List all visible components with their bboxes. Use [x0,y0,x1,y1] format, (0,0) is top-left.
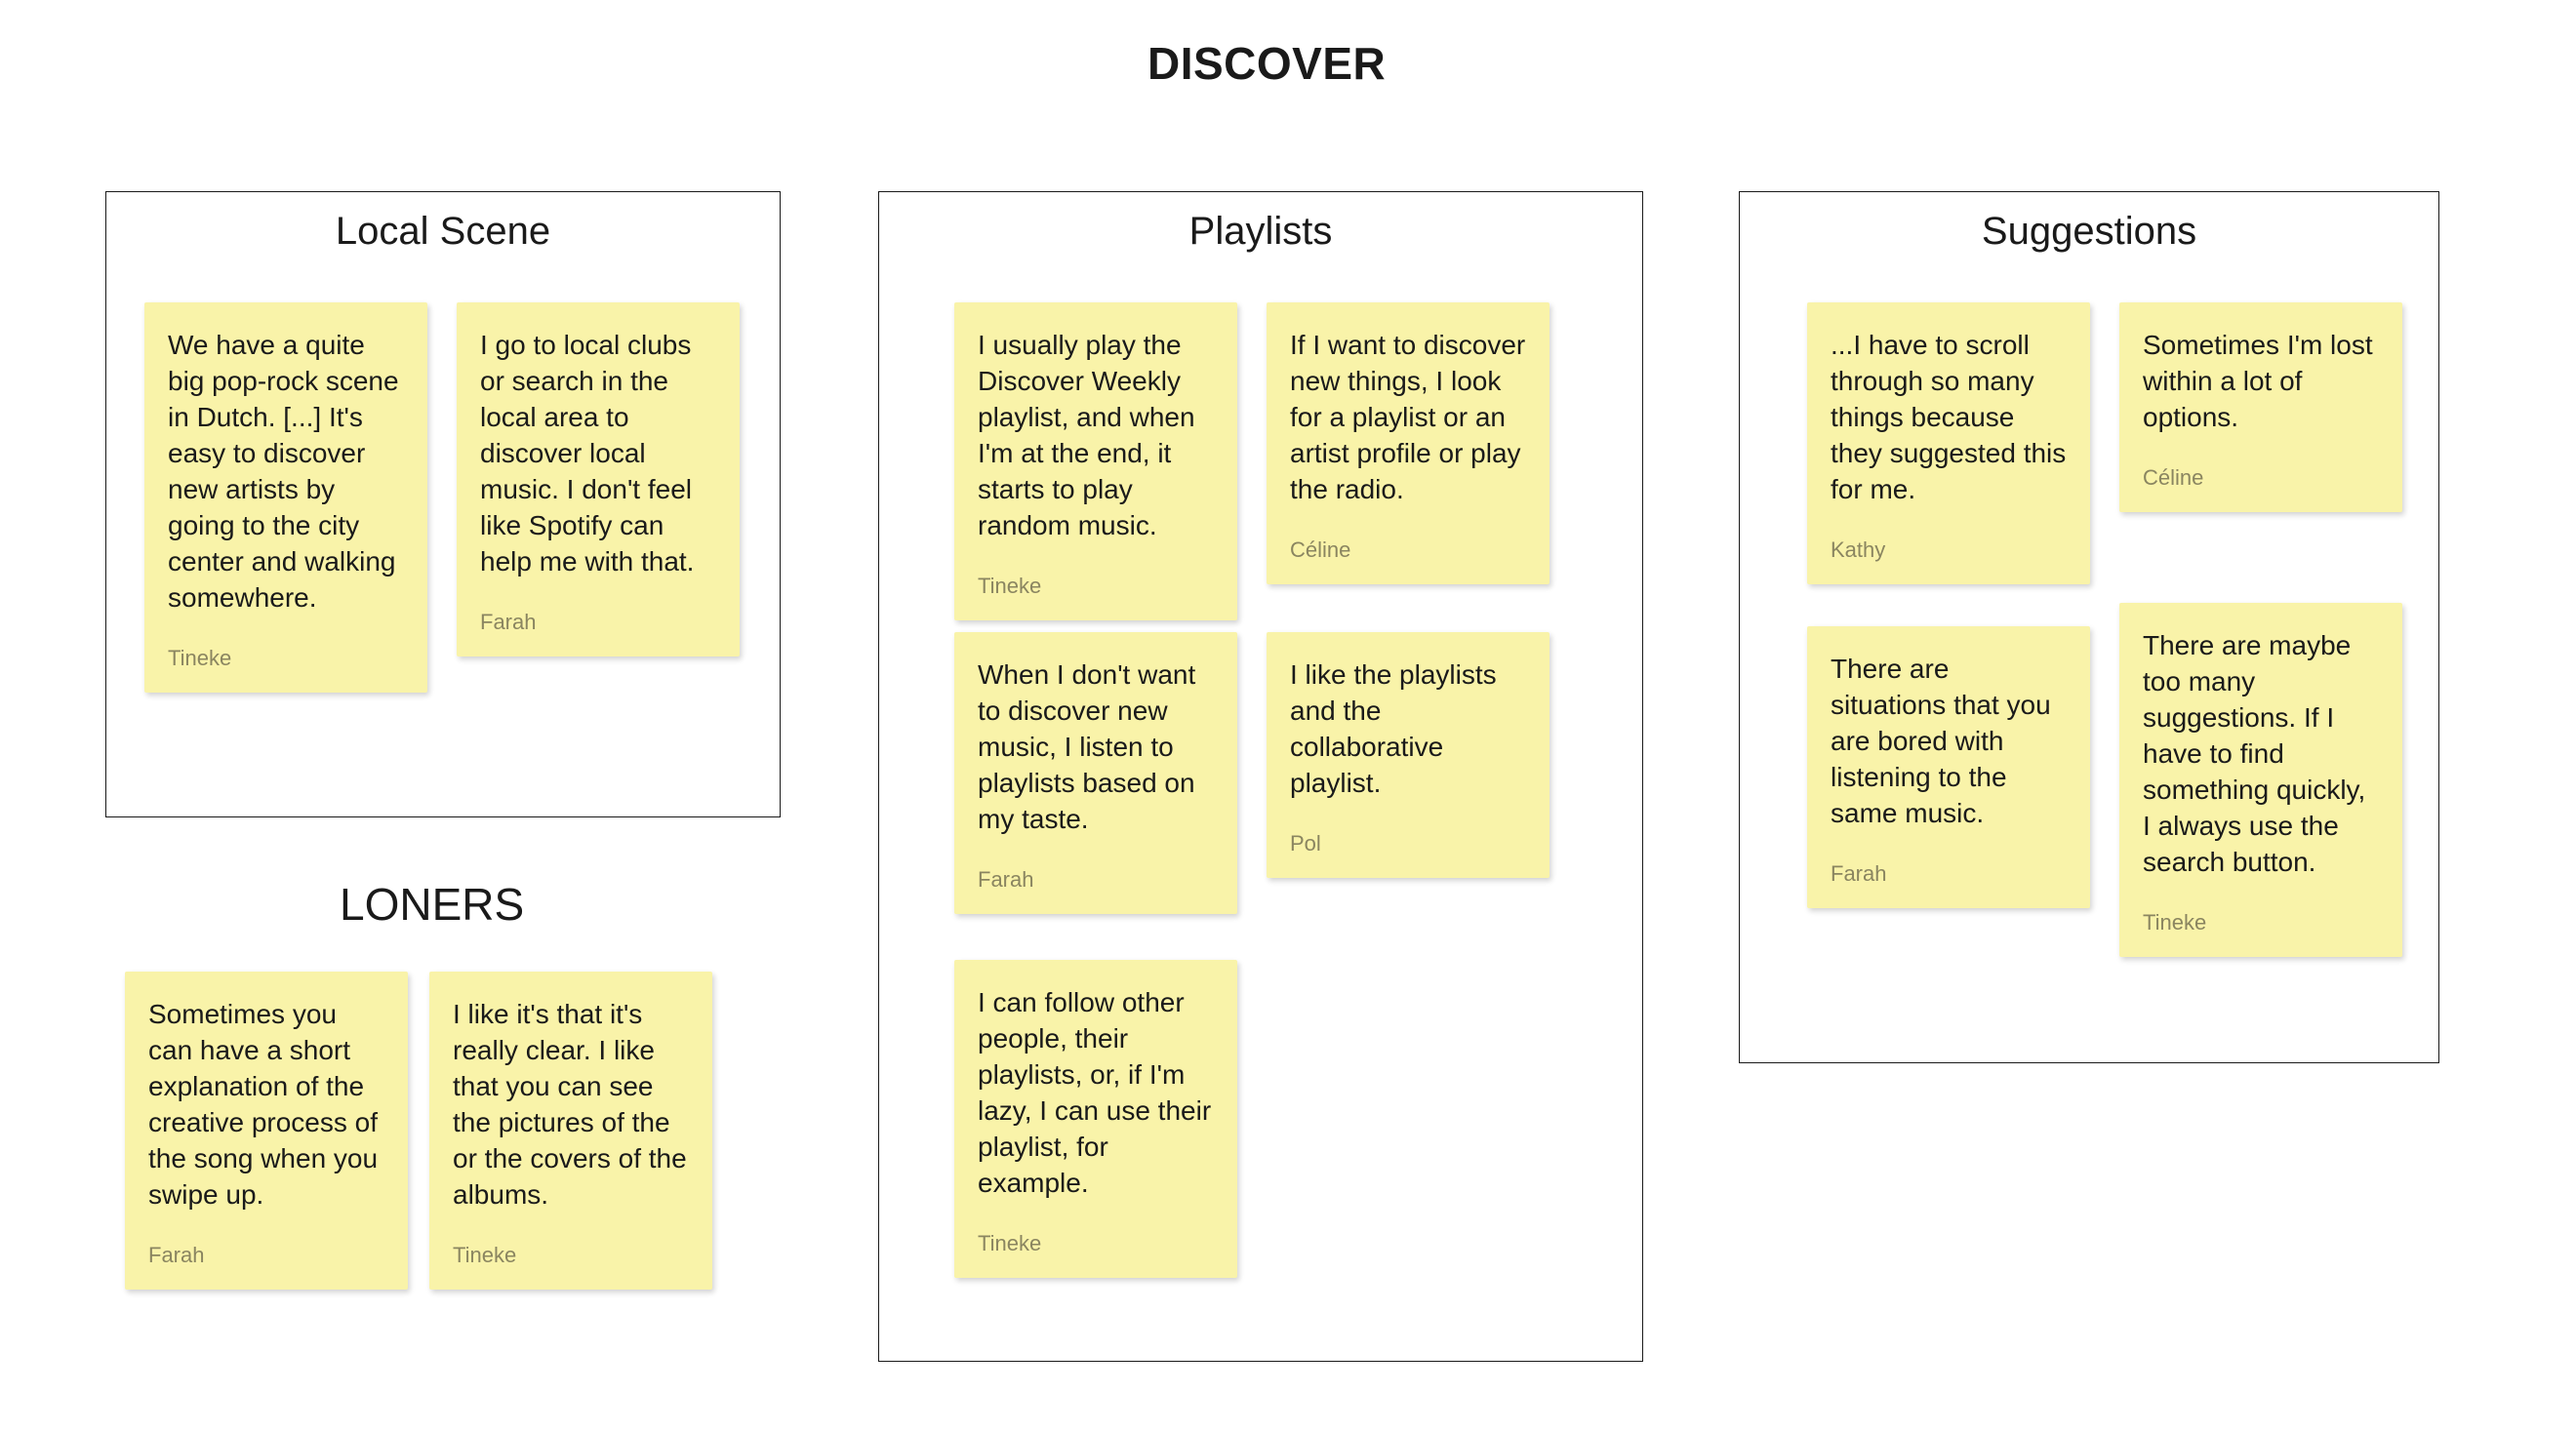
sticky-playlists-4[interactable]: I like the playlists and the collaborati… [1267,632,1550,878]
heading-loners: LONERS [340,878,524,931]
sticky-quote: I usually play the Discover Weekly playl… [978,328,1214,544]
sticky-quote: There are maybe too many suggestions. If… [2143,628,2379,881]
sticky-loners-1[interactable]: Sometimes you can have a short explanati… [125,972,408,1290]
sticky-playlists-5[interactable]: I can follow other people, their playlis… [954,960,1237,1278]
sticky-author: Tineke [978,574,1214,599]
sticky-author: Tineke [2143,910,2379,935]
sticky-suggestions-3[interactable]: There are situations that you are bored … [1807,626,2090,908]
sticky-quote: Sometimes I'm lost within a lot of optio… [2143,328,2379,436]
sticky-quote: There are situations that you are bored … [1831,652,2067,832]
sticky-quote: When I don't want to discover new music,… [978,657,1214,838]
affinity-canvas: DISCOVER Local Scene Playlists Suggestio… [0,0,2576,1432]
group-title-suggestions: Suggestions [1740,210,2438,254]
heading-discover: DISCOVER [1147,37,1386,90]
sticky-quote: I go to local clubs or search in the loc… [480,328,716,580]
group-title-playlists: Playlists [879,210,1642,254]
sticky-author: Farah [978,867,1214,893]
sticky-loners-2[interactable]: I like it's that it's really clear. I li… [429,972,712,1290]
sticky-suggestions-1[interactable]: ...I have to scroll through so many thin… [1807,302,2090,584]
group-title-local-scene: Local Scene [106,210,780,254]
sticky-author: Farah [1831,861,2067,887]
sticky-author: Pol [1290,831,1526,856]
sticky-author: Tineke [168,646,404,671]
sticky-author: Tineke [453,1243,689,1268]
sticky-quote: If I want to discover new things, I look… [1290,328,1526,508]
sticky-suggestions-4[interactable]: There are maybe too many suggestions. If… [2119,603,2402,957]
sticky-author: Farah [148,1243,384,1268]
sticky-local-scene-2[interactable]: I go to local clubs or search in the loc… [457,302,740,656]
sticky-playlists-2[interactable]: If I want to discover new things, I look… [1267,302,1550,584]
sticky-playlists-3[interactable]: When I don't want to discover new music,… [954,632,1237,914]
sticky-playlists-1[interactable]: I usually play the Discover Weekly playl… [954,302,1237,620]
sticky-quote: I like the playlists and the collaborati… [1290,657,1526,802]
sticky-quote: I like it's that it's really clear. I li… [453,997,689,1213]
sticky-quote: I can follow other people, their playlis… [978,985,1214,1202]
sticky-author: Kathy [1831,537,2067,563]
sticky-author: Tineke [978,1231,1214,1256]
sticky-quote: We have a quite big pop-rock scene in Du… [168,328,404,617]
sticky-author: Céline [2143,465,2379,491]
sticky-local-scene-1[interactable]: We have a quite big pop-rock scene in Du… [144,302,427,693]
sticky-author: Céline [1290,537,1526,563]
sticky-quote: ...I have to scroll through so many thin… [1831,328,2067,508]
sticky-author: Farah [480,610,716,635]
sticky-quote: Sometimes you can have a short explanati… [148,997,384,1213]
sticky-suggestions-2[interactable]: Sometimes I'm lost within a lot of optio… [2119,302,2402,512]
